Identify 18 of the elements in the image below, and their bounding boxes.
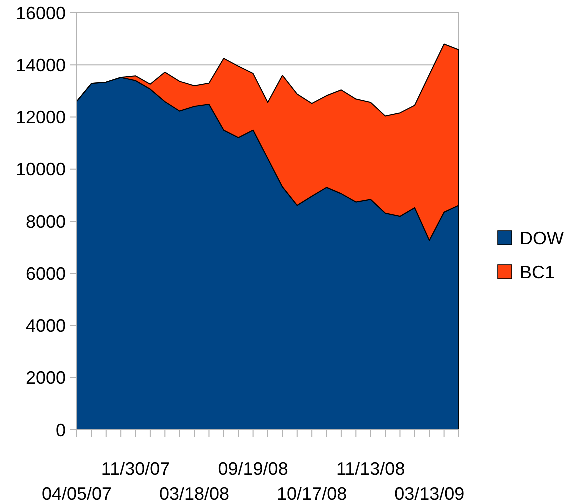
x-tick-label: 09/19/08 (218, 459, 288, 479)
y-tick-label: 10000 (16, 160, 66, 180)
y-tick-label: 2000 (26, 368, 66, 388)
x-tick-label: 03/13/09 (394, 484, 465, 502)
y-tick-label: 6000 (26, 264, 66, 284)
x-tick-label: 04/05/07 (42, 484, 112, 502)
x-tick-label: 11/30/07 (101, 459, 170, 479)
y-tick-label: 16000 (16, 3, 66, 24)
y-tick-label: 8000 (26, 212, 66, 232)
y-tick-label: 12000 (16, 108, 66, 128)
legend-label: BC1 (520, 262, 556, 282)
x-tick-label: 10/17/08 (277, 484, 348, 502)
y-tick-label: 14000 (16, 55, 66, 76)
y-tick-label: 0 (56, 420, 66, 440)
x-tick-label: 03/18/08 (160, 484, 230, 502)
legend-label: DOW (520, 228, 564, 248)
y-tick-label: 4000 (26, 316, 66, 336)
x-tick-label: 11/13/08 (336, 459, 406, 479)
